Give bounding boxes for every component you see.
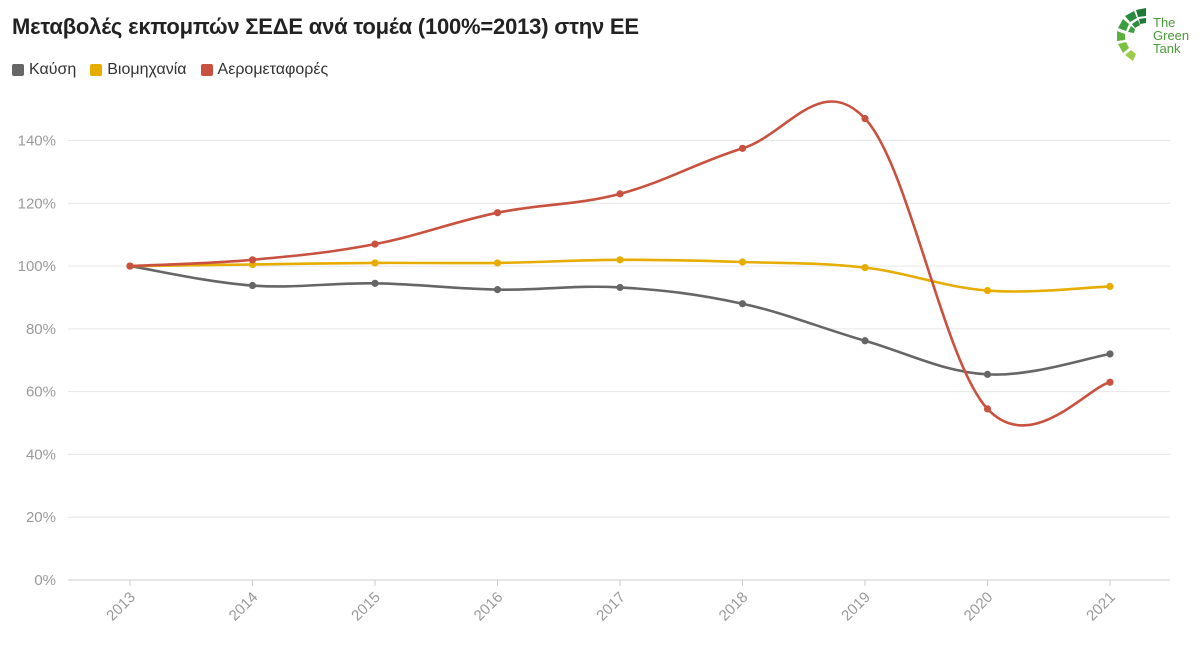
logo-text: The Green Tank bbox=[1153, 16, 1189, 55]
logo-line-3: Tank bbox=[1153, 41, 1181, 56]
data-point-0 bbox=[1106, 350, 1114, 358]
data-point-1 bbox=[616, 256, 624, 264]
data-point-2 bbox=[126, 262, 134, 270]
legend-label-aerometafores: Αερομεταφορές bbox=[217, 61, 329, 78]
data-point-0 bbox=[616, 283, 624, 292]
data-point-2 bbox=[616, 190, 624, 198]
logo-mark-icon bbox=[1117, 8, 1146, 61]
y-tick-label: 80% bbox=[26, 321, 56, 338]
x-tick-label: 2021 bbox=[1083, 589, 1119, 625]
legend-swatch-aerometafores bbox=[200, 64, 213, 76]
data-point-1 bbox=[983, 286, 992, 295]
x-tick-label: 2014 bbox=[226, 589, 262, 625]
data-point-1 bbox=[861, 264, 869, 272]
legend: Καύση Βιομηχανία Αερομεταφορές bbox=[12, 61, 328, 79]
data-point-1 bbox=[493, 259, 502, 267]
data-point-1 bbox=[371, 259, 379, 267]
data-point-0 bbox=[983, 370, 992, 378]
x-tick-label: 2017 bbox=[593, 589, 629, 625]
data-point-2 bbox=[738, 144, 747, 152]
legend-item-kausi[interactable]: Καύση bbox=[12, 61, 76, 79]
legend-item-aerometafores[interactable]: Αερομεταφορές bbox=[200, 61, 329, 79]
y-tick-label: 100% bbox=[18, 258, 56, 275]
legend-swatch-viomichania bbox=[90, 64, 103, 76]
legend-item-viomichania[interactable]: Βιομηχανία bbox=[90, 61, 187, 79]
legend-label-kausi: Καύση bbox=[29, 61, 77, 78]
legend-label-viomichania: Βιομηχανία bbox=[107, 61, 187, 78]
data-point-0 bbox=[371, 279, 379, 287]
data-point-1 bbox=[738, 258, 747, 266]
x-tick-label: 2015 bbox=[348, 589, 384, 625]
green-tank-logo: The Green Tank bbox=[1110, 4, 1200, 68]
data-point-2 bbox=[1106, 378, 1114, 386]
data-point-0 bbox=[738, 300, 747, 308]
y-tick-label: 140% bbox=[18, 133, 56, 150]
data-point-2 bbox=[248, 256, 257, 264]
data-point-2 bbox=[983, 405, 992, 413]
x-tick-label: 2016 bbox=[471, 589, 507, 625]
series-line-0 bbox=[129, 264, 1111, 376]
legend-swatch-kausi bbox=[12, 64, 24, 76]
x-tick-label: 2018 bbox=[716, 589, 752, 625]
x-tick-label: 2020 bbox=[961, 589, 997, 625]
x-tick-label: 2013 bbox=[103, 589, 139, 625]
chart-title: Μεταβολές εκπομπών ΣΕΔΕ ανά τομέα (100%=… bbox=[12, 14, 639, 39]
y-tick-label: 120% bbox=[18, 195, 56, 212]
data-point-2 bbox=[493, 209, 502, 217]
data-point-0 bbox=[493, 286, 502, 294]
data-point-1 bbox=[1106, 282, 1114, 291]
logo-line-1: The bbox=[1153, 15, 1176, 30]
data-point-0 bbox=[248, 281, 257, 290]
series-line-2 bbox=[129, 100, 1111, 427]
data-point-2 bbox=[371, 240, 379, 248]
y-tick-label: 20% bbox=[26, 509, 56, 526]
data-point-2 bbox=[861, 114, 869, 123]
logo-line-2: Green bbox=[1153, 28, 1190, 43]
x-tick-label: 2019 bbox=[838, 589, 874, 625]
data-point-0 bbox=[861, 337, 869, 345]
y-tick-label: 0% bbox=[34, 572, 56, 589]
y-tick-label: 40% bbox=[26, 446, 56, 463]
y-tick-label: 60% bbox=[26, 384, 56, 401]
